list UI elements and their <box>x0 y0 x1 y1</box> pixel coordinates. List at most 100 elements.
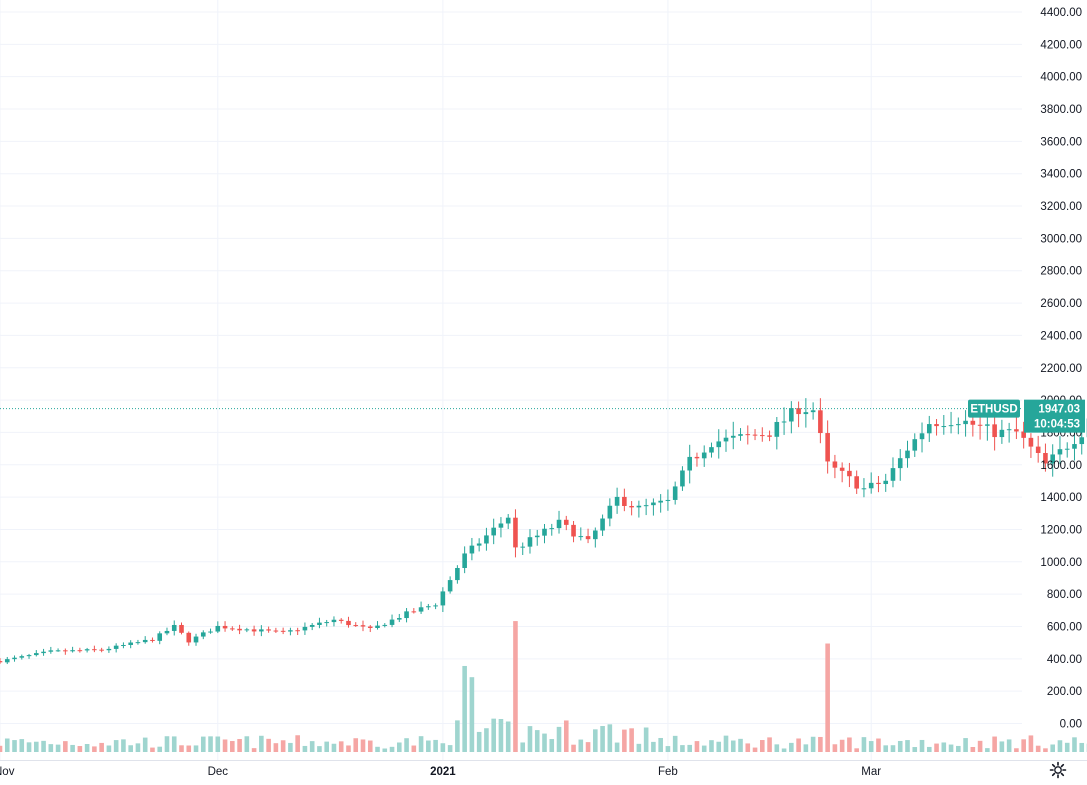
volume-bar <box>579 740 584 752</box>
volume-bar <box>172 736 177 752</box>
candle-body <box>259 629 264 631</box>
candle-body <box>470 546 475 554</box>
volume-bar <box>136 743 141 752</box>
volume-bar <box>564 720 569 752</box>
volume-bar <box>339 741 344 752</box>
volume-bar <box>1029 735 1034 752</box>
candle-body <box>854 476 859 488</box>
time-tick-label: Nov <box>0 766 15 778</box>
price-axis[interactable]: 0.00200.00400.00600.00800.001000.001200.… <box>1040 7 1082 731</box>
time-tick-label: Dec <box>208 766 229 778</box>
candle-body <box>912 439 917 450</box>
candle-body <box>172 625 177 631</box>
volume-bar <box>477 732 482 752</box>
time-tick-label: Mar <box>861 766 881 778</box>
bar-countdown: 10:04:53 <box>1034 419 1080 431</box>
volume-bar <box>673 736 678 752</box>
candle-body <box>905 451 910 459</box>
volume-bar <box>441 743 446 752</box>
candle-body <box>295 630 300 631</box>
price-tick-label: 3200.00 <box>1040 201 1082 213</box>
candle-body <box>1065 449 1070 450</box>
candle-body <box>506 518 511 524</box>
volume-bar <box>753 748 758 752</box>
candle-body <box>1058 449 1063 454</box>
candle-body <box>34 653 39 655</box>
volume-bar <box>651 742 656 752</box>
price-tick-label: 2600.00 <box>1040 298 1082 310</box>
settings-gear-icon[interactable] <box>1048 760 1068 780</box>
volume-bar <box>927 747 932 752</box>
grid-lines <box>0 0 1087 760</box>
candle-body <box>528 537 533 546</box>
candle-body <box>644 505 649 506</box>
candle-body <box>825 433 830 461</box>
price-tick-label: 400.00 <box>1047 654 1082 666</box>
price-tick-label: 600.00 <box>1047 621 1082 633</box>
candle-body <box>985 424 990 425</box>
volume-bar <box>586 742 591 752</box>
volume-bar <box>549 739 554 752</box>
volume-bar <box>513 621 518 752</box>
candle-body <box>201 632 206 636</box>
candle-body <box>375 626 380 628</box>
volume-bar <box>716 742 721 752</box>
candle-body <box>767 435 772 436</box>
candle-body <box>426 606 431 607</box>
volume-bar <box>252 748 257 752</box>
volume-bar <box>470 677 475 752</box>
candle-body <box>818 410 823 433</box>
volume-bar <box>150 748 155 752</box>
candle-body <box>223 626 228 628</box>
volume-bar <box>237 739 242 752</box>
volume-bar <box>230 741 235 752</box>
price-tick-label: 1400.00 <box>1040 492 1082 504</box>
volume-bar <box>361 739 366 752</box>
candle-body <box>833 461 838 467</box>
candle-body <box>869 483 874 488</box>
candle-body <box>666 500 671 501</box>
candle-body <box>230 628 235 629</box>
volume-bar <box>804 744 809 752</box>
candle-body <box>114 646 119 649</box>
candle-body <box>27 655 32 656</box>
candle-body <box>303 627 308 630</box>
volume-bar <box>382 749 387 752</box>
volume-bar <box>702 746 707 752</box>
candle-body <box>557 520 562 528</box>
volume-bar <box>5 739 10 752</box>
volume-bar <box>216 737 221 752</box>
volume-bar <box>288 743 293 752</box>
price-tick-label: 0.00 <box>1060 719 1082 731</box>
candle-body <box>70 650 75 651</box>
candle-body <box>266 629 271 630</box>
volume-bar <box>644 728 649 753</box>
time-axis[interactable]: NovDec2021FebMarAprMayJunJulAug <box>0 761 1087 779</box>
volume-bar <box>920 740 925 752</box>
candle-body <box>862 488 867 489</box>
candle-body <box>840 468 845 471</box>
volume-bar <box>608 724 613 752</box>
candle-body <box>934 424 939 426</box>
candle-body <box>1007 429 1012 430</box>
volume-bar <box>128 745 133 752</box>
volume-bar <box>811 737 816 752</box>
candle-body <box>397 618 402 620</box>
candle-body <box>5 659 10 662</box>
candle-body <box>651 503 656 506</box>
volume-bar <box>426 741 431 752</box>
volume-bar <box>186 746 191 752</box>
volume-bar <box>891 745 896 752</box>
candle-body <box>731 436 736 438</box>
volume-bar <box>775 744 780 752</box>
volume-bar <box>963 738 968 752</box>
volume-bar <box>412 746 417 752</box>
volume-bar <box>317 746 322 752</box>
candle-body <box>41 652 46 653</box>
volume-bar <box>49 744 54 752</box>
candle-body <box>971 421 976 425</box>
volume-bar <box>869 741 874 752</box>
candle-body <box>433 605 438 606</box>
volume-bar <box>245 736 250 752</box>
